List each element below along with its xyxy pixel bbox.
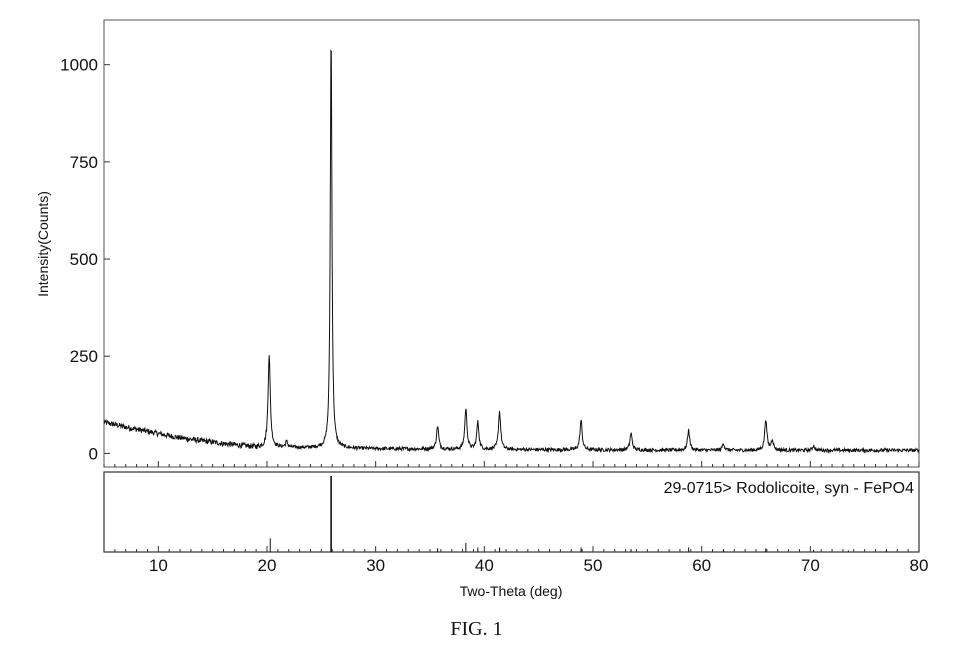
x-tick-label: 50 bbox=[584, 556, 603, 575]
y-tick-label: 500 bbox=[70, 250, 98, 269]
y-tick-label: 0 bbox=[89, 444, 98, 463]
y-tick-label: 1000 bbox=[60, 56, 98, 75]
y-tick-label: 750 bbox=[70, 153, 98, 172]
x-axis-title: Two-Theta (deg) bbox=[460, 583, 563, 599]
y-axis-ticks: 0 250 500 750 1000 bbox=[60, 56, 110, 464]
x-tick-label: 20 bbox=[258, 556, 277, 575]
figure-caption: FIG. 1 bbox=[0, 618, 953, 641]
diffraction-pattern-line bbox=[104, 51, 919, 452]
x-axis-ticks: 10 20 30 40 50 60 70 80 bbox=[104, 461, 928, 575]
y-axis-title: Intensity(Counts) bbox=[35, 191, 51, 297]
reference-pattern-label: 29-0715> Rodolicoite, syn - FePO4 bbox=[664, 480, 914, 497]
y-tick-label: 250 bbox=[70, 347, 98, 366]
x-tick-label: 10 bbox=[149, 556, 168, 575]
x-tick-label: 70 bbox=[801, 556, 820, 575]
main-plot-frame bbox=[104, 20, 919, 467]
x-tick-label: 40 bbox=[475, 556, 494, 575]
x-tick-label: 30 bbox=[366, 556, 385, 575]
x-tick-label: 80 bbox=[910, 556, 929, 575]
xrd-chart: 0 250 500 750 1000 10 20 30 40 50 60 70 80 29-0715>… bbox=[0, 0, 953, 615]
x-tick-label: 60 bbox=[692, 556, 711, 575]
